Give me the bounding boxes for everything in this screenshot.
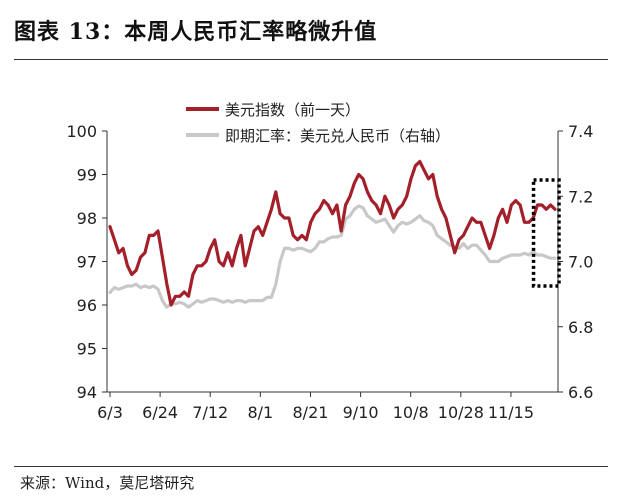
legend-usd-index-label: 美元指数（前一天） xyxy=(225,101,360,119)
x-tick-label: 6/24 xyxy=(142,403,178,422)
right-tick-label: 7.4 xyxy=(568,122,593,141)
x-tick-label: 9/10 xyxy=(343,403,379,422)
x-tick-label: 10/28 xyxy=(438,403,484,422)
left-tick-label: 96 xyxy=(77,296,97,315)
right-tick-label: 6.6 xyxy=(568,383,593,402)
left-tick-label: 94 xyxy=(77,383,97,402)
right-tick-label: 7.2 xyxy=(568,187,593,206)
chart-axes: 94 95 96 97 98 99 100 6.6 6.8 7.0 7.2 7.4 6/3 6/24 7/1… xyxy=(66,122,593,422)
legend-cny-rate-label: 即期汇率：美元兑人民币（右轴） xyxy=(225,127,450,145)
cny-rate-line xyxy=(108,204,557,309)
left-tick-label: 99 xyxy=(77,166,97,185)
left-tick-label: 95 xyxy=(77,340,97,359)
x-tick-label: 10/8 xyxy=(393,403,429,422)
source-note: 来源：Wind，莫尼塔研究 xyxy=(20,474,195,492)
page-title: 图表 13：本周人民币汇率略微升值 xyxy=(14,19,378,45)
chart-overlay xyxy=(531,178,561,288)
left-tick-label: 98 xyxy=(77,209,97,228)
title-divider xyxy=(14,59,608,60)
x-tick-label: 11/15 xyxy=(488,403,534,422)
x-tick-label: 8/21 xyxy=(293,403,329,422)
chart-series xyxy=(108,159,557,309)
highlight-box xyxy=(531,178,561,288)
x-tick-label: 8/1 xyxy=(247,403,273,422)
usd-index-line xyxy=(108,159,557,307)
right-tick-label: 7.0 xyxy=(568,253,593,272)
footer-divider xyxy=(14,466,608,467)
chart-legend: 美元指数（前一天） 即期汇率：美元兑人民币（右轴） xyxy=(186,101,450,145)
x-tick-label: 6/3 xyxy=(97,403,123,422)
x-tick-label: 7/12 xyxy=(192,403,228,422)
left-tick-label: 100 xyxy=(66,122,97,141)
left-tick-label: 97 xyxy=(77,253,97,272)
right-tick-label: 6.8 xyxy=(568,318,593,337)
